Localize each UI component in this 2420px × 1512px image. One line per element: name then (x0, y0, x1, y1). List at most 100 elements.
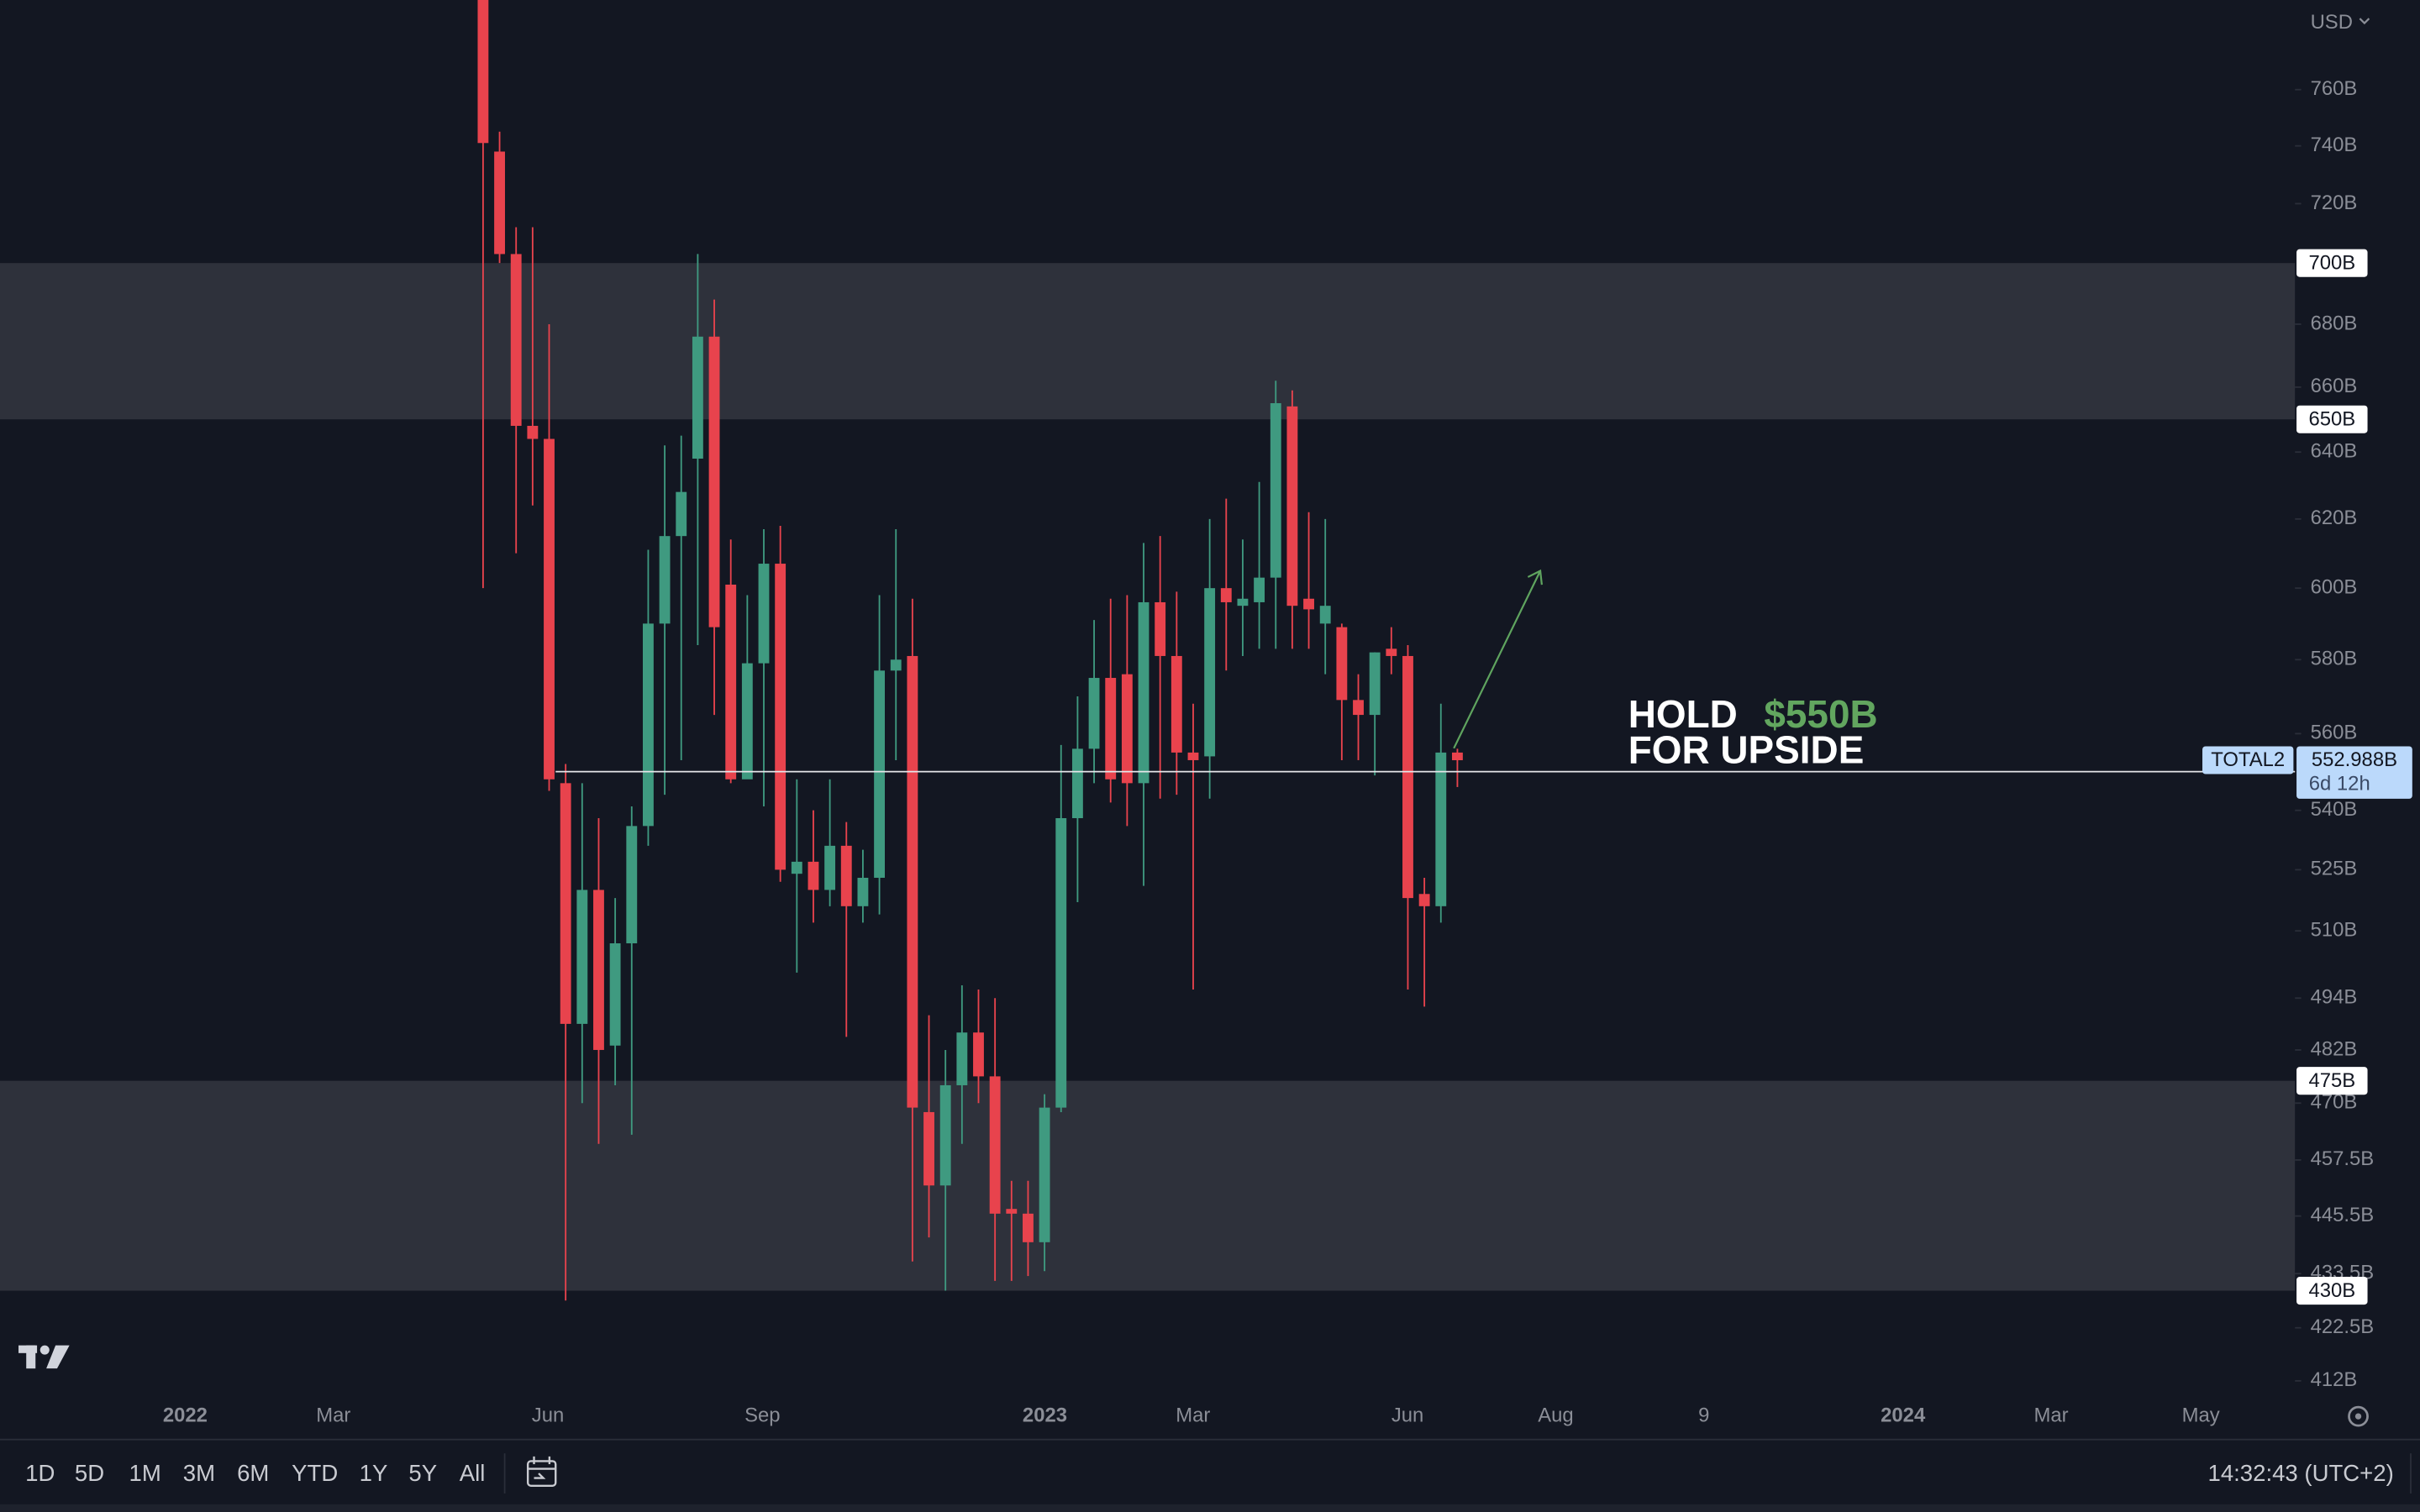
candle-body (857, 877, 869, 906)
candle-body (1105, 678, 1117, 780)
range-button[interactable]: YTD (292, 1460, 338, 1486)
candle-body (808, 861, 819, 890)
candle-body (609, 942, 621, 1046)
candle-body (1187, 752, 1199, 760)
candle-body (1138, 601, 1150, 784)
candle-body (1303, 598, 1314, 610)
settings-icon[interactable] (2348, 1405, 2369, 1427)
candle-body (1088, 678, 1100, 749)
candle-body (725, 584, 737, 780)
candle-body (1006, 1209, 1018, 1214)
overlay: 412B422.5B433.5B445.5B457.5B470B482B494B… (163, 77, 2412, 1426)
candle-body (874, 670, 885, 878)
candle-body (989, 1076, 1001, 1214)
x-tick-label: May (2182, 1404, 2220, 1426)
y-tick-label: 540B (2311, 798, 2358, 821)
candle-body (1220, 588, 1232, 602)
candle-body (1055, 817, 1067, 1108)
candle-body (708, 336, 720, 627)
zone (0, 1080, 2296, 1291)
range-button[interactable]: 6M (237, 1460, 269, 1486)
x-tick-label: 2022 (163, 1404, 208, 1426)
zones (0, 263, 2296, 1291)
candle-body (1319, 606, 1331, 624)
candle-body (544, 438, 555, 780)
bottom-strip (0, 1504, 2420, 1512)
candle-body (510, 254, 522, 426)
x-tick-label: 2024 (1881, 1404, 1926, 1426)
x-tick-label: Mar (1176, 1404, 1210, 1426)
calendar-icon[interactable] (526, 1456, 557, 1487)
candle-body (626, 826, 638, 943)
symbol-box (2202, 746, 2294, 774)
currency[interactable]: USD (2311, 11, 2353, 34)
candle-body (1039, 1107, 1050, 1242)
level-marker (2296, 405, 2368, 433)
candle-body (791, 861, 802, 874)
range-button[interactable]: 3M (183, 1460, 215, 1486)
candle-body (1336, 627, 1348, 701)
price-box (2296, 746, 2412, 799)
annotation-level: $550B (1764, 692, 1877, 736)
candle-body (923, 1111, 934, 1186)
y-tick-label: 560B (2311, 722, 2358, 744)
candle-body (1023, 1213, 1034, 1242)
candle-body (560, 783, 571, 1024)
symbol-label: TOTAL2 (2211, 748, 2285, 771)
candle-body (1353, 700, 1364, 716)
candle-body (1121, 674, 1133, 784)
candles (477, 0, 1463, 1301)
candle-body (1369, 652, 1381, 716)
range-button[interactable]: 1M (129, 1460, 161, 1486)
y-tick-label: 494B (2311, 986, 2358, 1009)
y-tick-label: 620B (2311, 507, 2358, 529)
x-tick-label: 2023 (1023, 1404, 1067, 1426)
currency-chevron (2359, 18, 2370, 25)
y-tick-label: 510B (2311, 918, 2358, 941)
y-tick-label: 640B (2311, 439, 2358, 462)
annotation-upside: FOR UPSIDE (1628, 727, 1865, 771)
candle-body (1071, 748, 1083, 818)
candle-body (593, 890, 604, 1050)
candle-body (973, 1032, 984, 1077)
range-button[interactable]: 5Y (408, 1460, 437, 1486)
candle-body (1386, 648, 1397, 656)
candle-body (576, 890, 588, 1024)
candle-body (1254, 577, 1265, 602)
y-tick-label: 720B (2311, 192, 2358, 214)
countdown: 6d 12h (2309, 773, 2370, 795)
candle-body (890, 659, 902, 671)
y-tick-label: 760B (2311, 77, 2358, 100)
candle-body (1204, 588, 1216, 757)
candle-body (659, 536, 671, 624)
arrow (1453, 570, 1542, 749)
candle-body (643, 623, 654, 827)
logo (18, 1345, 70, 1369)
range-button[interactable]: All (460, 1460, 486, 1486)
candle-body (1171, 655, 1182, 753)
candle-body (741, 663, 753, 780)
level-label: 475B (2308, 1069, 2355, 1092)
settings-icon-dot (2354, 1413, 2362, 1420)
range-button[interactable]: 5D (75, 1460, 104, 1486)
y-tick-label: 600B (2311, 575, 2358, 598)
x-tick-label: Aug (1538, 1404, 1573, 1426)
range-button[interactable]: 1Y (360, 1460, 388, 1486)
range-button[interactable]: 1D (25, 1460, 55, 1486)
y-tick-label: 740B (2311, 134, 2358, 156)
y-tick-label: 412B (2311, 1368, 2358, 1391)
candle-body (758, 564, 770, 664)
candle-body (494, 151, 505, 255)
y-tick-label: 445.5B (2311, 1204, 2375, 1226)
candle-body (824, 845, 836, 890)
candle-body (907, 655, 918, 1108)
y-tick-label: 482B (2311, 1037, 2358, 1060)
level-label: 430B (2308, 1279, 2355, 1302)
annotation-hold: HOLD (1628, 692, 1738, 736)
y-tick-label: 422.5B (2311, 1315, 2375, 1338)
candle-body (775, 564, 786, 870)
arrow-head (1527, 569, 1543, 585)
candle-body (1402, 655, 1413, 899)
